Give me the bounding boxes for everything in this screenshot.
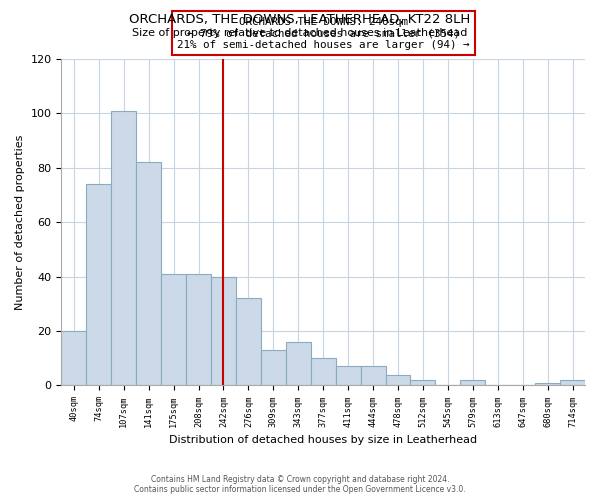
X-axis label: Distribution of detached houses by size in Leatherhead: Distribution of detached houses by size … bbox=[169, 435, 477, 445]
Bar bbox=[335, 366, 361, 386]
Bar bbox=[261, 350, 286, 386]
Text: ORCHARDS, THE DOWNS, LEATHERHEAD, KT22 8LH: ORCHARDS, THE DOWNS, LEATHERHEAD, KT22 8… bbox=[130, 12, 470, 26]
Bar bbox=[286, 342, 311, 386]
Text: Contains HM Land Registry data © Crown copyright and database right 2024.
Contai: Contains HM Land Registry data © Crown c… bbox=[134, 474, 466, 494]
Bar bbox=[560, 380, 585, 386]
Bar bbox=[61, 331, 86, 386]
Bar bbox=[86, 184, 111, 386]
Text: ORCHARDS THE DOWNS: 240sqm
← 79% of detached houses are smaller (354)
21% of sem: ORCHARDS THE DOWNS: 240sqm ← 79% of deta… bbox=[177, 16, 469, 50]
Bar bbox=[186, 274, 211, 386]
Bar bbox=[361, 366, 386, 386]
Y-axis label: Number of detached properties: Number of detached properties bbox=[15, 134, 25, 310]
Bar bbox=[311, 358, 335, 386]
Bar bbox=[460, 380, 485, 386]
Bar bbox=[236, 298, 261, 386]
Bar bbox=[136, 162, 161, 386]
Bar bbox=[111, 110, 136, 386]
Bar bbox=[386, 374, 410, 386]
Bar bbox=[211, 276, 236, 386]
Bar bbox=[161, 274, 186, 386]
Bar bbox=[410, 380, 436, 386]
Text: Size of property relative to detached houses in Leatherhead: Size of property relative to detached ho… bbox=[133, 28, 467, 38]
Bar bbox=[535, 382, 560, 386]
